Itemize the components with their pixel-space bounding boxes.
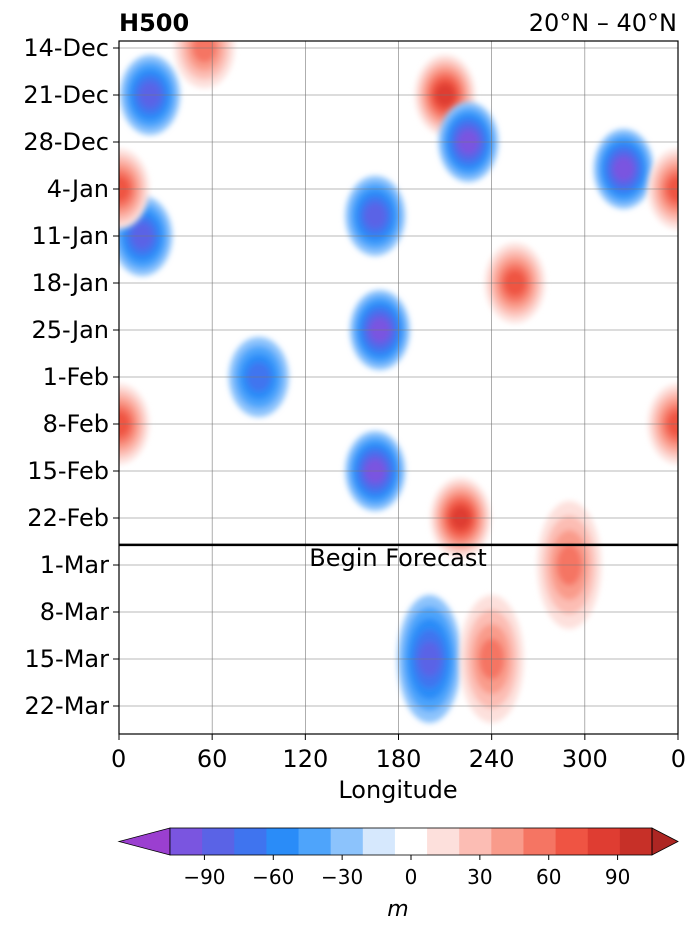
colorbar-segment: [491, 828, 524, 855]
x-tick-label: 300: [562, 745, 608, 773]
chart-title: H500: [119, 9, 189, 37]
y-tick-label: 28-Dec: [23, 128, 109, 156]
y-tick-label: 22-Mar: [25, 692, 110, 720]
colorbar: [117, 827, 679, 856]
y-tick-label: 21-Dec: [23, 81, 109, 109]
y-tick-label: 18-Jan: [31, 269, 109, 297]
x-axis: 0 60 120 180 240 300 0: [111, 734, 686, 773]
anomaly-feature: [593, 128, 654, 209]
x-axis-label: Longitude: [338, 776, 457, 804]
plot-area: [119, 41, 678, 734]
y-tick-label: 8-Feb: [43, 410, 109, 438]
colorbar-tick-label: −60: [252, 865, 294, 889]
y-tick-label: 14-Dec: [23, 34, 109, 62]
x-tick-label: 240: [469, 745, 515, 773]
forecast-start-label: Begin Forecast: [309, 544, 487, 572]
colorbar-segment: [459, 828, 492, 855]
anomaly-contour: [192, 41, 217, 63]
x-tick-label: 0: [111, 745, 126, 773]
colorbar-segment: [394, 828, 428, 855]
colorbar-segment: [523, 828, 557, 855]
anomaly-contour: [364, 203, 387, 229]
colorbar-tick-label: 0: [405, 865, 418, 889]
colorbar-segment: [619, 828, 653, 855]
x-tick-label: 180: [376, 745, 422, 773]
y-tick-label: 1-Feb: [43, 363, 109, 391]
colorbar-segment: [234, 828, 267, 855]
colorbar-label: m: [387, 897, 408, 922]
colorbar-tick-label: 60: [536, 865, 561, 889]
anomaly-feature: [174, 41, 235, 88]
y-tick-label: 11-Jan: [31, 222, 109, 250]
colorbar-segment: [170, 828, 203, 855]
region-label: 20°N – 40°N: [529, 9, 677, 37]
y-tick-label: 4-Jan: [47, 175, 109, 203]
colorbar-segment: [555, 828, 589, 855]
x-tick-label: 60: [197, 745, 228, 773]
anomaly-feature: [345, 175, 406, 256]
colorbar-segment: [266, 828, 300, 855]
colorbar-extend-low: [117, 827, 171, 856]
colorbar-segment: [330, 828, 364, 855]
colorbar-tick-label: −30: [321, 865, 363, 889]
y-axis: 14-Dec 21-Dec 28-Dec 4-Jan 11-Jan 18-Jan 25-Ja…: [23, 34, 119, 720]
y-tick-label: 22-Feb: [27, 504, 109, 532]
colorbar-segment: [427, 828, 460, 855]
colorbar-tick-label: −90: [183, 865, 225, 889]
anomaly-feature: [438, 102, 499, 182]
colorbar-segment: [298, 828, 332, 855]
colorbar-tick-label: 90: [605, 865, 630, 889]
x-tick-label: 120: [282, 745, 328, 773]
colorbar-segment: [202, 828, 235, 855]
colorbar-extend-high: [651, 827, 679, 856]
colorbar-segment: [362, 828, 396, 855]
y-tick-label: 15-Mar: [25, 645, 110, 673]
anomaly-contour: [613, 157, 634, 181]
x-tick-label: 0: [671, 745, 686, 773]
colorbar-ticks: −90 −60 −30 0 30 60 90: [183, 855, 630, 889]
y-tick-label: 1-Mar: [40, 551, 109, 579]
y-tick-label: 25-Jan: [31, 316, 109, 344]
y-tick-label: 15-Feb: [27, 457, 109, 485]
y-tick-label: 8-Mar: [40, 598, 109, 626]
colorbar-segment: [587, 828, 621, 855]
gridlines: [119, 41, 678, 734]
colorbar-tick-label: 30: [467, 865, 492, 889]
